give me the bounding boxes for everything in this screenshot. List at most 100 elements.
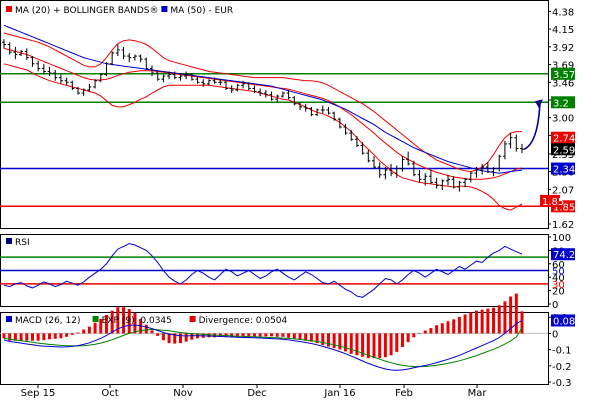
divergence-bar <box>383 333 387 358</box>
divergence-bar <box>110 310 114 334</box>
divergence-bar <box>418 333 422 334</box>
divergence-bar <box>70 333 74 335</box>
divergence-bar <box>104 314 108 334</box>
price-tick-label: 3.69 <box>552 61 574 72</box>
divergence-bar <box>315 333 319 344</box>
divergence-bar <box>19 333 23 341</box>
divergence-bar <box>412 333 416 338</box>
divergence-bar <box>161 333 165 341</box>
divergence-bar <box>167 333 171 344</box>
macd-legend-swatch-0 <box>6 316 12 322</box>
divergence-bar <box>463 314 467 334</box>
divergence-bar <box>53 333 57 339</box>
divergence-bar <box>492 307 496 334</box>
divergence-bar <box>252 333 256 337</box>
price-tick-label: 2.53 <box>552 150 574 161</box>
divergence-bar <box>87 326 91 334</box>
x-label-1: Oct <box>101 388 118 399</box>
macd-tick-label: 0 <box>552 329 558 340</box>
x-label-6: Mar <box>468 388 488 399</box>
divergence-bar <box>258 333 262 337</box>
divergence-bar <box>474 310 478 334</box>
divergence-bar <box>178 333 182 344</box>
level-label-3.57: 3.57 <box>553 70 575 81</box>
divergence-bar <box>423 330 427 334</box>
divergence-bar <box>235 333 239 337</box>
macd-tick-label: -0.2 <box>552 362 572 373</box>
divergence-bar <box>446 321 450 334</box>
price-tick-label: 1.62 <box>552 220 574 231</box>
projection-arrow <box>523 102 541 151</box>
divergence-bar <box>378 333 382 359</box>
divergence-bar <box>8 333 12 341</box>
divergence-bar <box>93 322 97 334</box>
price-tick-label: 3.00 <box>552 114 574 125</box>
rsi-level-label-50: 50 <box>552 267 565 278</box>
divergence-bar <box>452 319 456 334</box>
x-label-5: Feb <box>395 388 413 399</box>
divergence-bar <box>520 311 524 334</box>
divergence-bar <box>25 333 29 341</box>
divergence-bar <box>116 307 120 334</box>
divergence-bar <box>76 332 80 334</box>
divergence-bar <box>344 333 348 352</box>
price-tick-label: 4.15 <box>552 25 574 36</box>
level-label-2.34: 2.34 <box>553 165 575 176</box>
price-tick-label: 3.92 <box>552 43 574 54</box>
divergence-bar <box>270 333 274 337</box>
macd-tick-label: -0.1 <box>552 346 572 357</box>
divergence-bar <box>304 333 308 341</box>
divergence-bar <box>309 333 313 342</box>
ma20-line <box>3 47 523 180</box>
divergence-bar <box>429 328 433 334</box>
divergence-bar <box>144 324 148 334</box>
bollinger-lower-line <box>3 63 523 211</box>
divergence-bar <box>298 333 302 340</box>
divergence-bar <box>361 333 365 357</box>
divergence-bar <box>326 333 330 347</box>
divergence-bar <box>42 333 46 341</box>
divergence-bar <box>241 333 245 337</box>
divergence-bar <box>150 330 154 334</box>
divergence-bar <box>332 333 336 348</box>
rsi-level-label-30: 30 <box>552 280 565 291</box>
divergence-bar <box>13 333 17 341</box>
extra-badge-bg <box>540 194 560 207</box>
divergence-bar <box>514 293 518 334</box>
divergence-bar <box>173 333 177 344</box>
divergence-bar <box>469 312 473 334</box>
macd-last-value-bg <box>551 314 575 327</box>
price-tick-label: 3.46 <box>552 78 574 89</box>
divergence-bar <box>156 333 160 336</box>
divergence-bar <box>48 333 52 340</box>
price-panel: 4.384.153.923.693.463.233.002.772.532.30… <box>0 6 575 231</box>
divergence-bar <box>338 333 342 350</box>
divergence-bar <box>99 318 103 334</box>
x-label-3: Dec <box>247 388 266 399</box>
last-value-2.59-bg <box>551 143 575 156</box>
rsi-tick-label: 20 <box>552 287 565 298</box>
divergence-bar <box>127 309 131 334</box>
last-value-2.74-bg <box>551 131 575 144</box>
macd-legend-swatch-1 <box>92 316 99 322</box>
divergence-bar <box>281 333 285 337</box>
divergence-bar <box>366 333 370 359</box>
divergence-bar <box>355 333 359 356</box>
price-legend-swatch-0 <box>6 6 12 12</box>
macd-legend-swatch-2 <box>189 316 196 322</box>
divergence-bar <box>349 333 353 354</box>
divergence-bar <box>82 329 86 334</box>
divergence-bar <box>230 333 234 337</box>
divergence-bar <box>395 333 399 352</box>
macd-legend-label-2: Divergence: 0.0504 <box>199 316 288 326</box>
price-tick-label: 4.38 <box>552 7 574 18</box>
level-label-3.57-bg <box>551 67 575 80</box>
divergence-bar <box>2 333 6 339</box>
divergence-bar <box>122 307 126 334</box>
divergence-bar <box>292 333 296 339</box>
divergence-bar <box>36 333 40 341</box>
